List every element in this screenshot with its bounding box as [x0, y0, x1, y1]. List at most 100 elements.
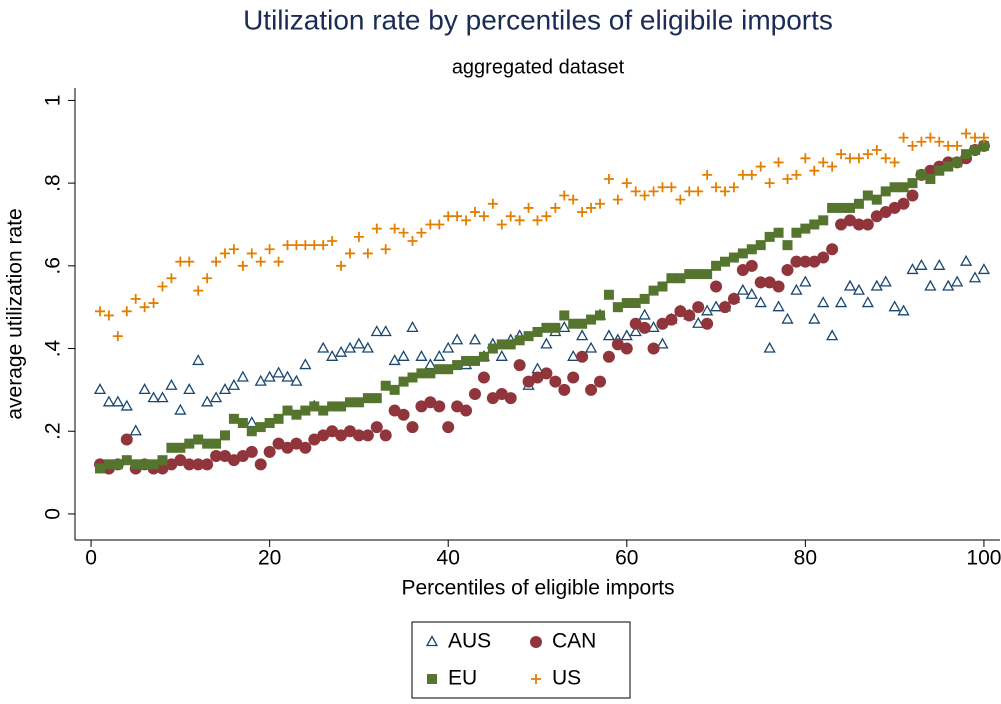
point [504, 392, 517, 405]
point [452, 211, 463, 222]
point [201, 458, 214, 471]
legend-label: AUS [448, 630, 491, 653]
legend-box [411, 621, 631, 699]
point [334, 345, 348, 357]
point [388, 404, 401, 417]
point [219, 450, 231, 463]
point [888, 201, 901, 214]
point [684, 269, 695, 280]
point [871, 145, 882, 156]
y-tick-label: .6 [42, 257, 65, 275]
point [407, 236, 418, 247]
point [933, 258, 946, 270]
point [576, 329, 589, 341]
point [309, 240, 320, 251]
point [737, 169, 748, 180]
point [925, 132, 936, 143]
point [961, 149, 972, 160]
point [943, 161, 954, 172]
point [228, 413, 239, 424]
point [818, 157, 829, 168]
point [318, 405, 329, 416]
point [425, 368, 436, 379]
point [336, 260, 347, 271]
point [532, 326, 543, 337]
point [112, 459, 123, 470]
point [880, 186, 891, 197]
point [879, 275, 892, 287]
x-tick-label: 100 [966, 547, 1001, 570]
legend-label: US [552, 667, 581, 690]
point [629, 317, 642, 330]
point [352, 429, 365, 442]
point [237, 417, 248, 428]
point [648, 285, 659, 296]
point [800, 223, 811, 234]
point [380, 244, 391, 255]
y-axis-label: average utilization rate [4, 208, 27, 419]
point [495, 349, 508, 361]
point [889, 157, 900, 168]
point [540, 367, 553, 380]
point [951, 275, 964, 287]
point [817, 296, 830, 308]
point [192, 458, 205, 471]
x-tick-label: 80 [794, 547, 817, 570]
point [656, 337, 669, 349]
point [737, 248, 748, 259]
point [218, 383, 232, 395]
point [861, 218, 874, 231]
point [209, 391, 223, 403]
point [183, 383, 196, 395]
point [657, 281, 668, 292]
point [148, 459, 159, 470]
point [916, 169, 927, 180]
point [675, 194, 686, 205]
point [434, 364, 445, 375]
point [255, 422, 266, 433]
point [603, 289, 614, 300]
point [361, 429, 374, 442]
point [577, 207, 588, 218]
point [692, 301, 705, 314]
point [370, 325, 383, 337]
point [638, 308, 651, 320]
point [746, 169, 757, 180]
point [809, 219, 820, 230]
point [478, 211, 489, 222]
point [300, 240, 311, 251]
legend-label: EU [448, 667, 477, 690]
point [620, 342, 633, 355]
point [470, 207, 480, 218]
point [550, 322, 561, 333]
point [379, 429, 392, 442]
point [790, 283, 803, 295]
point [291, 240, 302, 251]
point [541, 322, 552, 333]
point [558, 321, 571, 333]
point [371, 223, 382, 234]
point [192, 354, 205, 366]
x-tick-label: 60 [615, 547, 638, 570]
point [174, 454, 187, 467]
point [202, 438, 213, 449]
point [880, 153, 891, 164]
point [568, 318, 579, 329]
point [621, 298, 632, 309]
point [746, 244, 757, 255]
point [272, 437, 285, 450]
point [245, 445, 258, 458]
point [648, 186, 659, 197]
point [630, 298, 641, 309]
point [326, 425, 339, 438]
point [227, 378, 241, 390]
point [898, 132, 909, 143]
point [95, 306, 105, 317]
point [165, 458, 178, 471]
point [193, 434, 204, 445]
point [407, 372, 418, 383]
point [120, 399, 133, 411]
point [934, 136, 945, 147]
point [665, 313, 678, 326]
point [389, 384, 400, 395]
